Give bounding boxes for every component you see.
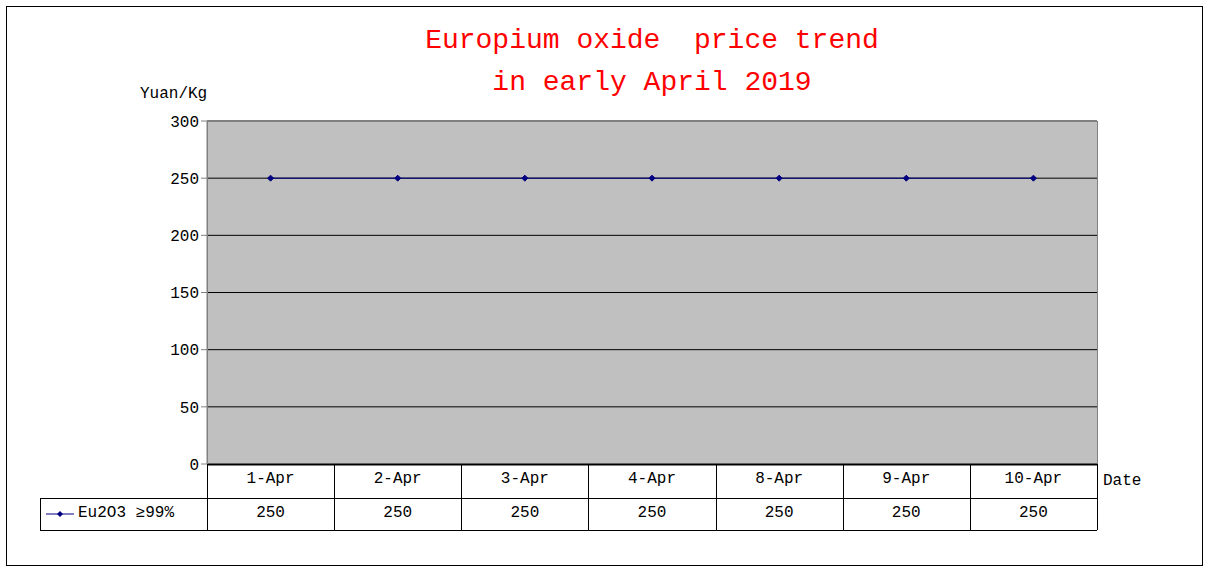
html-text:250: 250 [637,504,667,522]
html-text:250: 250 [1019,504,1048,522]
html-text:Europium oxide price trend: Europium oxide price trend [425,25,879,56]
html-text:Eu2O3 ≥99%: Eu2O3 ≥99% [78,504,174,522]
svg-text:2-Apr: 2-Apr [374,470,422,488]
svg-text:4-Apr: 4-Apr [628,470,676,488]
svg-text:150: 150 [170,285,199,303]
html-text:in early April 2019: in early April 2019 [492,67,812,98]
svg-text:3-Apr: 3-Apr [501,470,549,488]
html-text:Yuan/Kg: Yuan/Kg [140,85,208,103]
svg-text:100: 100 [170,342,199,360]
html-text:250: 250 [891,504,921,522]
html-text:250: 250 [764,504,794,522]
svg-text:8-Apr: 8-Apr [755,470,803,488]
svg-text:10-Apr: 10-Apr [1005,470,1063,488]
svg-text:9-Apr: 9-Apr [882,470,930,488]
html-text:250: 250 [383,504,413,522]
svg-text:0: 0 [189,457,199,475]
svg-text:250: 250 [170,171,199,189]
svg-text:50: 50 [180,400,199,418]
svg-text:200: 200 [170,228,199,246]
html-text:250: 250 [510,504,540,522]
svg-text:300: 300 [170,114,199,132]
html-text:Date: Date [1103,472,1142,490]
html-text:250: 250 [256,504,285,522]
svg-text:1-Apr: 1-Apr [247,470,295,488]
